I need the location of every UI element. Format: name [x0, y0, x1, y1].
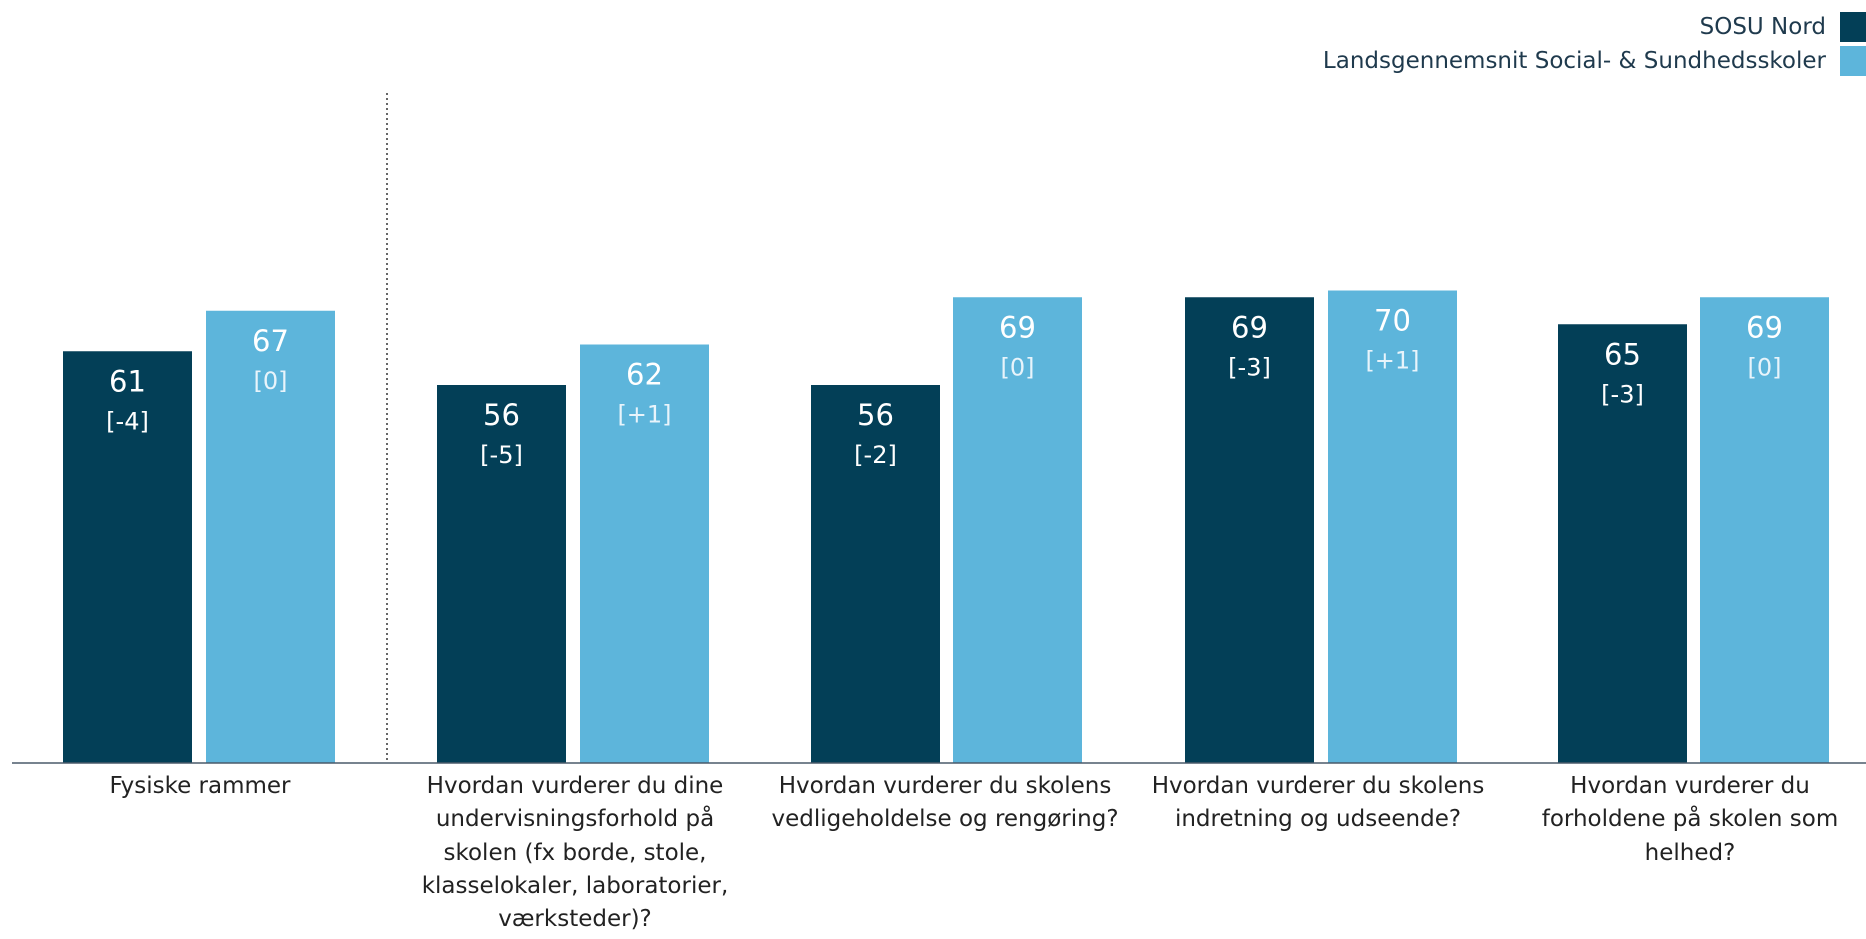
value-label-sosu-nord-3: 69: [1231, 310, 1268, 344]
value-label-landsgennemsnit-2: 69: [999, 310, 1036, 344]
category-label-indretning: Hvordan vurderer du skolens indretning o…: [1151, 773, 1485, 833]
bar-sosu-nord-4: [1558, 324, 1687, 763]
category-label-vedligeholdelse: Hvordan vurderer du skolens vedligeholde…: [771, 773, 1119, 833]
change-label-landsgennemsnit-3: [+1]: [1365, 347, 1419, 375]
legend-swatch-landsgennemsnit: [1840, 46, 1866, 76]
legend: SOSU Nord Landsgennemsnit Social- & Sund…: [1323, 10, 1866, 78]
bar-landsgennemsnit-0: [206, 310, 335, 763]
value-label-sosu-nord-0: 61: [109, 364, 146, 398]
value-label-sosu-nord-1: 56: [483, 398, 520, 432]
bar-sosu-nord-0: [63, 351, 192, 763]
change-label-landsgennemsnit-1: [+1]: [617, 401, 671, 429]
change-label-sosu-nord-2: [-2]: [854, 441, 897, 469]
change-label-landsgennemsnit-2: [0]: [1001, 353, 1035, 381]
change-label-sosu-nord-1: [-5]: [480, 441, 523, 469]
change-label-landsgennemsnit-0: [0]: [254, 367, 288, 395]
bar-landsgennemsnit-2: [953, 297, 1082, 763]
change-label-landsgennemsnit-4: [0]: [1748, 353, 1782, 381]
category-label-helhed: Hvordan vurderer du forholdene på skolen…: [1541, 773, 1839, 866]
value-label-sosu-nord-4: 65: [1604, 337, 1641, 371]
legend-label-landsgennemsnit: Landsgennemsnit Social- & Sundhedsskoler: [1322, 48, 1826, 74]
bar-landsgennemsnit-4: [1700, 297, 1829, 763]
legend-swatch-sosu-nord: [1840, 12, 1866, 42]
category-label-undervisningsforhold: Hvordan vurderer du dine undervisningsfo…: [421, 773, 729, 933]
value-label-landsgennemsnit-4: 69: [1746, 310, 1783, 344]
value-label-landsgennemsnit-1: 62: [626, 358, 663, 392]
bar-sosu-nord-3: [1185, 297, 1314, 763]
legend-label-sosu-nord: SOSU Nord: [1699, 14, 1826, 40]
value-label-sosu-nord-2: 56: [857, 398, 894, 432]
legend-item-landsgennemsnit: Landsgennemsnit Social- & Sundhedsskoler: [1323, 44, 1866, 78]
bar-landsgennemsnit-1: [580, 344, 709, 763]
bar-sosu-nord-1: [437, 385, 566, 763]
change-label-sosu-nord-0: [-4]: [106, 407, 149, 435]
value-label-landsgennemsnit-0: 67: [252, 324, 289, 358]
bar-sosu-nord-2: [811, 385, 940, 763]
change-label-sosu-nord-4: [-3]: [1601, 380, 1644, 408]
legend-item-sosu-nord: SOSU Nord: [1323, 10, 1866, 44]
value-label-landsgennemsnit-3: 70: [1374, 304, 1411, 338]
bar-landsgennemsnit-3: [1328, 290, 1457, 763]
change-label-sosu-nord-3: [-3]: [1228, 353, 1271, 381]
category-label-fysiske-rammer: Fysiske rammer: [109, 773, 291, 799]
